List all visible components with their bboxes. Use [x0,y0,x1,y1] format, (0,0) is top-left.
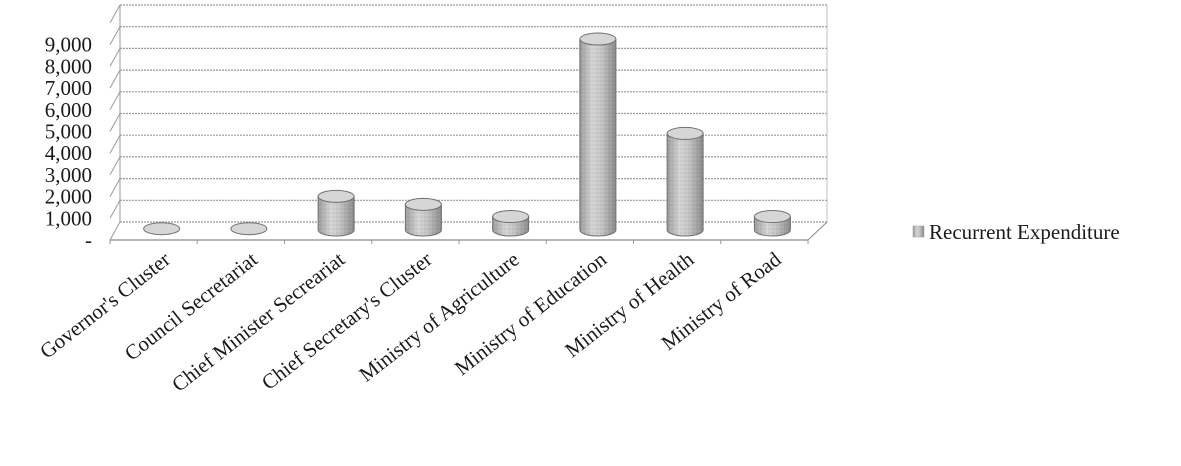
gridline-side [109,134,121,154]
bar [230,222,268,236]
y-tick-label: 9,000 [45,33,92,57]
bar-top [579,32,617,46]
gridline-side [109,178,121,197]
gridline-side [109,48,121,67]
bar-top [404,197,442,211]
bar-top [492,210,530,224]
bar-texture [405,204,442,237]
bar-top [666,126,704,140]
bar [492,210,530,237]
category-label: Chief Secretary's Cluster [257,247,437,395]
gridlines [109,4,828,244]
gridline-side [109,26,121,45]
y-tick-label: 2,000 [45,185,92,209]
bar [143,222,181,236]
legend-label: Recurrent Expenditure [929,220,1120,244]
bars [143,32,791,237]
y-tick-label: 6,000 [45,98,92,122]
y-tick-label: 4,000 [45,141,92,165]
gridline-side [109,91,121,111]
y-tick-label: 5,000 [45,120,92,144]
bar-top [230,222,268,236]
bar-top [753,210,791,224]
gridline-side [109,4,121,24]
bar-texture [318,196,355,237]
category-label: Ministry of Education [450,247,611,380]
y-tick-label: - [85,228,92,252]
bar [753,210,791,237]
legend-swatch [912,225,925,238]
gridline-side [109,69,121,89]
gridline-side [109,221,121,241]
y-tick-label: 3,000 [45,163,92,187]
bar [404,197,442,237]
bar-top [143,222,181,236]
bar-texture [667,133,704,237]
y-axis: -1,0002,0003,0004,0005,0006,0007,0008,00… [45,33,92,252]
y-tick-label: 7,000 [45,76,92,100]
gridline-side [109,200,121,219]
bar-texture [579,39,616,237]
bar [579,32,617,237]
bar [666,126,704,237]
category-label: Ministry of Agriculture [354,247,523,387]
y-tick-label: 1,000 [45,206,92,230]
bar-top [317,189,355,203]
legend: Recurrent Expenditure [912,220,1120,244]
gridline-side [109,113,121,132]
gridline-side [109,156,121,176]
bar [317,189,355,237]
floor-right-edge [807,221,828,241]
y-tick-label: 8,000 [45,54,92,78]
